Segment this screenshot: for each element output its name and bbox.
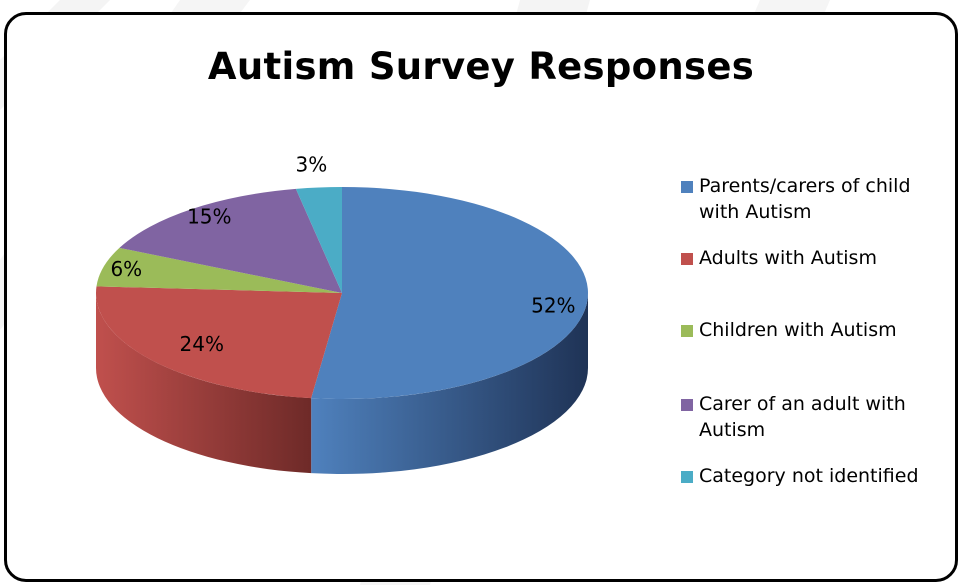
legend-item-3: Carer of an adult with Autism: [681, 391, 955, 443]
legend-swatch-0: [681, 181, 693, 193]
data-label-0: 52%: [531, 293, 575, 317]
legend-label-0: Parents/carers of child with Autism: [699, 175, 911, 223]
legend-item-2: Children with Autism: [681, 317, 955, 343]
legend-label-1: Adults with Autism: [699, 247, 877, 269]
pie-side-walls: [96, 293, 588, 474]
pie-side-1: [96, 293, 312, 474]
pie-top-slices: [96, 187, 589, 400]
data-label-1: 24%: [180, 332, 224, 356]
chart-card: Autism Survey Responses 52% 24% 6% 15% 3% Pa…: [4, 12, 958, 582]
pie-slice-1: [96, 286, 343, 399]
legend-swatch-2: [681, 325, 693, 337]
legend-label-2: Children with Autism: [699, 319, 897, 341]
legend-item-0: Parents/carers of child with Autism: [681, 173, 955, 225]
pie-data-labels: 52% 24% 6% 15% 3%: [110, 153, 575, 356]
pie-slice-2: [96, 247, 342, 293]
legend-swatch-4: [681, 471, 693, 483]
legend-swatch-3: [681, 399, 693, 411]
legend-item-4: Category not identified: [681, 463, 955, 489]
legend-item-1: Adults with Autism: [681, 245, 955, 271]
legend-label-4: Category not identified: [699, 465, 919, 487]
data-label-2: 6%: [110, 257, 142, 281]
chart-title: Autism Survey Responses: [207, 45, 755, 88]
pie-slice-4: [295, 187, 342, 293]
data-label-3: 15%: [187, 204, 231, 228]
data-label-4: 3%: [296, 153, 328, 177]
pie-chart: 52% 24% 6% 15% 3%: [96, 153, 589, 474]
pie-slice-0: [311, 187, 589, 400]
legend-label-3: Carer of an adult with Autism: [699, 393, 906, 441]
pie-slice-3: [119, 188, 343, 293]
pie-side-0: [311, 293, 588, 474]
legend-swatch-1: [681, 253, 693, 265]
